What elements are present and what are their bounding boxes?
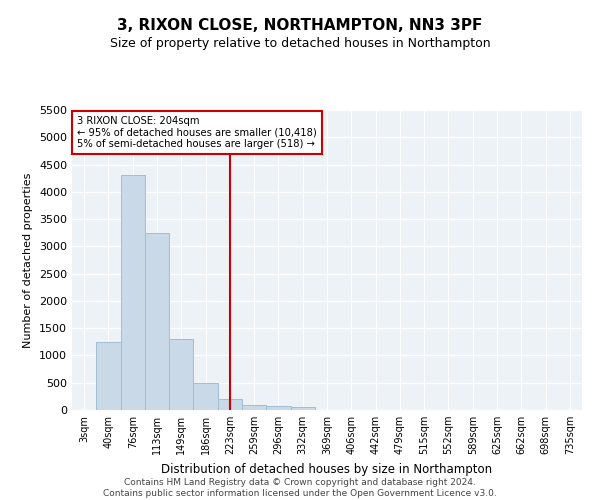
Text: Size of property relative to detached houses in Northampton: Size of property relative to detached ho… (110, 38, 490, 51)
X-axis label: Distribution of detached houses by size in Northampton: Distribution of detached houses by size … (161, 462, 493, 475)
Text: Contains HM Land Registry data © Crown copyright and database right 2024.
Contai: Contains HM Land Registry data © Crown c… (103, 478, 497, 498)
Bar (121, 176, 145, 410)
Bar (242, 404, 266, 410)
Y-axis label: Number of detached properties: Number of detached properties (23, 172, 34, 348)
Bar (169, 339, 193, 410)
Bar (290, 408, 315, 410)
Text: 3 RIXON CLOSE: 204sqm
← 95% of detached houses are smaller (10,418)
5% of semi-d: 3 RIXON CLOSE: 204sqm ← 95% of detached … (77, 116, 317, 149)
Bar (218, 399, 242, 410)
Bar (96, 342, 121, 410)
Text: 3, RIXON CLOSE, NORTHAMPTON, NN3 3PF: 3, RIXON CLOSE, NORTHAMPTON, NN3 3PF (118, 18, 482, 32)
Bar (266, 406, 290, 410)
Bar (145, 232, 169, 410)
Bar (193, 382, 218, 410)
